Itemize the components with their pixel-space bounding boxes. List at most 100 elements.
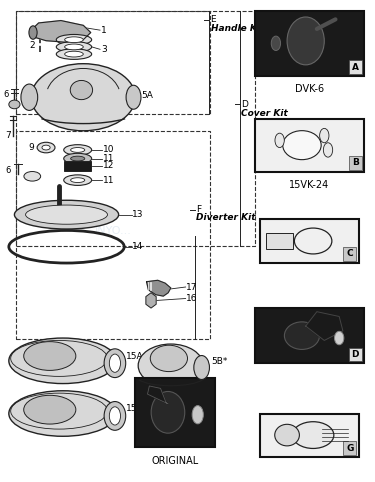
Text: Diverter Kit: Diverter Kit — [196, 214, 255, 223]
Ellipse shape — [110, 354, 120, 372]
Ellipse shape — [70, 156, 85, 161]
Text: 15VK-24: 15VK-24 — [289, 180, 330, 190]
Text: 12: 12 — [103, 161, 114, 170]
Ellipse shape — [24, 342, 76, 370]
Text: 11: 11 — [103, 154, 114, 163]
Polygon shape — [306, 312, 343, 340]
Text: D: D — [241, 100, 248, 109]
Polygon shape — [31, 21, 91, 42]
Bar — [135, 377, 215, 447]
Ellipse shape — [64, 44, 83, 50]
Ellipse shape — [64, 175, 92, 186]
Ellipse shape — [110, 407, 120, 425]
Ellipse shape — [56, 41, 92, 52]
Bar — [260, 219, 359, 263]
Bar — [255, 308, 364, 363]
Ellipse shape — [104, 349, 126, 377]
Ellipse shape — [284, 322, 320, 349]
Text: 1: 1 — [101, 26, 107, 35]
Bar — [16, 11, 210, 114]
Text: 13: 13 — [132, 210, 144, 219]
Ellipse shape — [24, 395, 76, 424]
Ellipse shape — [275, 133, 284, 147]
Text: 11: 11 — [103, 175, 114, 185]
Text: 15B: 15B — [126, 404, 144, 413]
Polygon shape — [147, 386, 168, 404]
Bar — [349, 348, 362, 362]
Circle shape — [287, 17, 324, 65]
Ellipse shape — [9, 338, 117, 384]
Ellipse shape — [126, 85, 141, 109]
Text: G: G — [346, 443, 354, 453]
Text: INYO...: INYO... — [94, 227, 132, 236]
Bar — [266, 233, 293, 249]
Ellipse shape — [64, 145, 92, 155]
Ellipse shape — [104, 402, 126, 430]
Ellipse shape — [14, 200, 119, 229]
Ellipse shape — [64, 153, 92, 164]
Ellipse shape — [70, 80, 93, 100]
Text: B: B — [352, 159, 359, 167]
Ellipse shape — [70, 147, 85, 152]
Bar — [260, 414, 359, 456]
Bar — [349, 60, 362, 74]
Ellipse shape — [275, 424, 299, 446]
Text: 17: 17 — [186, 282, 198, 292]
Text: DVK-6: DVK-6 — [295, 84, 324, 94]
Ellipse shape — [64, 51, 83, 57]
Ellipse shape — [150, 345, 188, 372]
Ellipse shape — [42, 145, 50, 150]
Bar — [255, 119, 364, 172]
Ellipse shape — [31, 64, 135, 131]
Text: Handle Kit: Handle Kit — [211, 24, 264, 33]
Text: 5A: 5A — [141, 91, 153, 100]
Bar — [343, 442, 357, 455]
Text: C: C — [346, 250, 353, 258]
Ellipse shape — [24, 172, 40, 181]
Text: 10: 10 — [103, 146, 114, 154]
Text: E: E — [211, 15, 216, 24]
Text: ORIGINAL: ORIGINAL — [152, 455, 199, 466]
Bar — [255, 11, 364, 76]
Bar — [343, 247, 357, 261]
Text: 16: 16 — [186, 294, 198, 303]
Ellipse shape — [26, 205, 108, 224]
Text: 6: 6 — [3, 90, 9, 99]
Ellipse shape — [70, 178, 85, 183]
Ellipse shape — [194, 356, 210, 379]
Text: F: F — [196, 205, 201, 214]
Ellipse shape — [21, 84, 38, 110]
Text: 9: 9 — [28, 143, 34, 152]
Bar — [16, 11, 255, 246]
Ellipse shape — [271, 36, 280, 51]
Ellipse shape — [37, 142, 55, 153]
Ellipse shape — [334, 331, 344, 345]
Ellipse shape — [138, 344, 203, 387]
Ellipse shape — [292, 422, 334, 448]
Text: 15A: 15A — [126, 351, 144, 361]
Text: 2: 2 — [29, 41, 35, 51]
Text: 7: 7 — [5, 131, 11, 140]
Text: 14: 14 — [132, 242, 144, 251]
Ellipse shape — [283, 131, 321, 160]
Bar — [16, 131, 210, 339]
Ellipse shape — [64, 37, 83, 42]
Ellipse shape — [56, 34, 92, 45]
Ellipse shape — [29, 26, 37, 39]
Ellipse shape — [294, 228, 332, 254]
Text: 6: 6 — [5, 166, 10, 174]
Ellipse shape — [9, 100, 20, 109]
Text: 5B*: 5B* — [212, 357, 228, 366]
Ellipse shape — [323, 143, 333, 157]
Bar — [64, 161, 92, 171]
Polygon shape — [147, 281, 171, 296]
Ellipse shape — [56, 49, 92, 59]
Ellipse shape — [320, 128, 329, 143]
Ellipse shape — [9, 391, 117, 436]
Text: A: A — [352, 63, 359, 71]
Text: 3: 3 — [101, 45, 107, 54]
Text: D: D — [352, 350, 359, 359]
Ellipse shape — [151, 391, 185, 433]
Ellipse shape — [192, 406, 203, 424]
Bar — [349, 156, 362, 170]
